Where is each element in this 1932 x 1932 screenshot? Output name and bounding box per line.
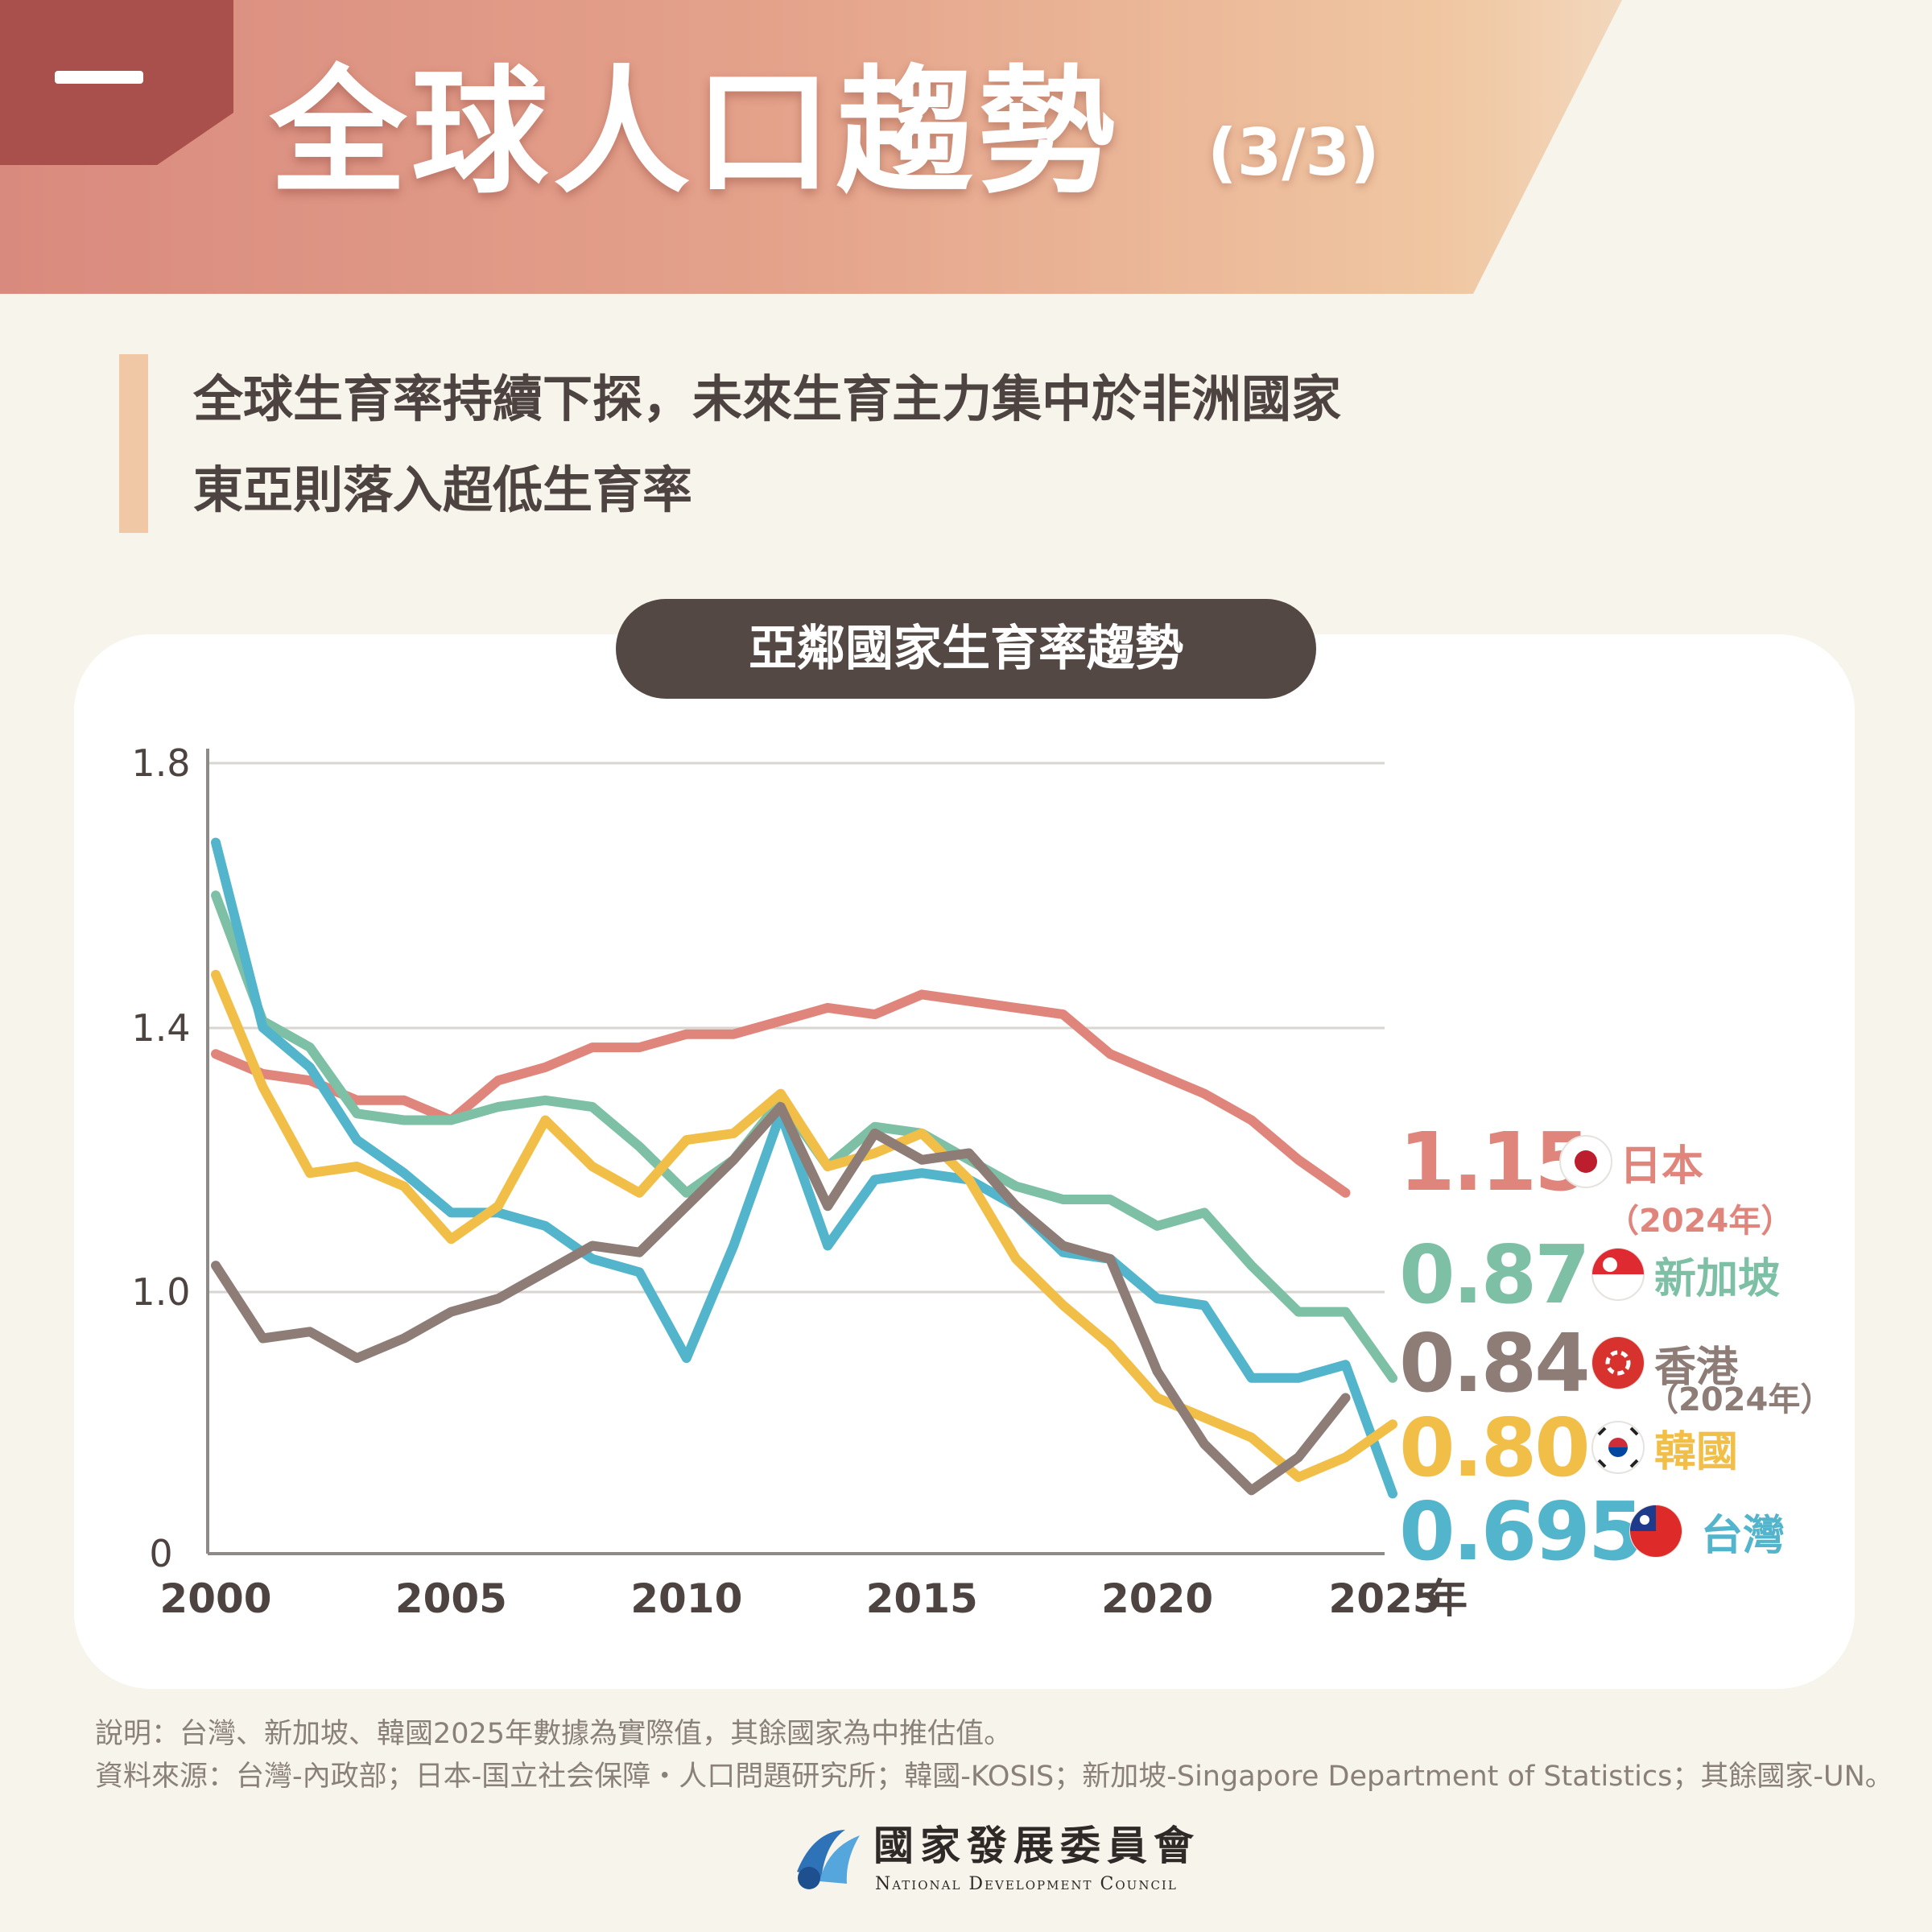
series-note-japan: （2024年） [1607, 1203, 1793, 1240]
flag-sun [1640, 1515, 1649, 1525]
series-note-hongkong: （2024年） [1646, 1381, 1832, 1418]
x-tick-label: 2025 [1328, 1575, 1440, 1622]
korea-flag-icon [1591, 1421, 1645, 1474]
series-lines [211, 837, 1397, 1499]
flag-trigram [1629, 1426, 1639, 1436]
flag-taeguk-top [1608, 1438, 1628, 1447]
page-title: 全球人口趨勢 [270, 53, 1121, 213]
series-line-hongkong [211, 1102, 1351, 1496]
x-tick-label: 2020 [1101, 1575, 1213, 1622]
hongkong-flag-icon [1591, 1336, 1645, 1389]
org-name-english: National Development Council [875, 1874, 1178, 1894]
y-tick-label: 0 [149, 1532, 172, 1575]
x-tick-label: 2005 [395, 1575, 507, 1622]
chart-note: 說明：台灣、新加坡、韓國2025年數據為實際值，其餘國家為中推估值。 [95, 1718, 1013, 1750]
flag-trigram [1597, 1459, 1607, 1468]
axes [206, 749, 1385, 1555]
end-value-hongkong: 0.84 [1399, 1316, 1588, 1410]
japan-flag-icon [1559, 1135, 1612, 1188]
ndc-logo-icon [797, 1830, 860, 1889]
series-name-korea: 韓國 [1654, 1428, 1738, 1476]
x-tick-label: 2000 [159, 1575, 271, 1622]
flag-trigram [1597, 1426, 1607, 1436]
x-axis-unit: 年 [1427, 1575, 1468, 1622]
series-line-korea [211, 969, 1397, 1482]
y-tick-label: 1.8 [131, 741, 190, 785]
singapore-flag-icon [1591, 1248, 1645, 1301]
org-name: 國家發展委員會 [873, 1822, 1200, 1869]
series-line-japan [211, 989, 1351, 1198]
subheadline-line-1: 全球生育率持續下探，未來生育主力集中於非洲國家 [193, 369, 1342, 428]
flag-flower [1605, 1350, 1631, 1376]
y-tick-label: 1.4 [131, 1006, 190, 1050]
series-name-taiwan: 台灣 [1701, 1512, 1785, 1560]
chart-title: 亞鄰國家生育率趨勢 [616, 599, 1316, 699]
data-source: 資料來源：台灣-內政部；日本-国立社会保障・人口問題研究所；韓國-KOSIS；新… [95, 1761, 1893, 1793]
end-value-korea: 0.80 [1399, 1401, 1588, 1495]
series-name-japan: 日本 [1620, 1142, 1703, 1191]
series-name-hongkong: 香港 [1654, 1344, 1739, 1392]
subheadline-line-2: 東亞則落入超低生育率 [193, 460, 693, 519]
end-value-japan: 1.15 [1399, 1115, 1588, 1209]
x-tick-labels: 2000 2005 2010 2015 2020 2025年 [159, 1575, 1468, 1622]
flag-taeguk-bottom [1608, 1447, 1628, 1457]
y-tick-labels: 0 1.0 1.4 1.8 [131, 741, 190, 1575]
section-tab [0, 0, 233, 165]
series-line-taiwan [211, 837, 1397, 1499]
flag-crescent [1603, 1257, 1617, 1272]
flag-red [1592, 1337, 1644, 1389]
x-tick-label: 2010 [630, 1575, 742, 1622]
flag-red-half [1592, 1249, 1644, 1274]
end-value-taiwan: 0.695 [1399, 1484, 1641, 1579]
section-dash [55, 71, 143, 84]
page-part: (3/3) [1208, 115, 1380, 190]
header-banner [0, 0, 1622, 294]
flag-trigram [1629, 1459, 1639, 1468]
grid-lines [208, 762, 1385, 1294]
y-tick-label: 1.0 [131, 1270, 190, 1314]
taiwan-flag-icon [1629, 1505, 1682, 1558]
subheadline-accent [119, 354, 148, 533]
flag-disc [1575, 1150, 1597, 1173]
x-tick-label: 2015 [866, 1575, 978, 1622]
series-name-singapore: 新加坡 [1654, 1255, 1780, 1303]
end-value-singapore: 0.87 [1399, 1228, 1588, 1322]
